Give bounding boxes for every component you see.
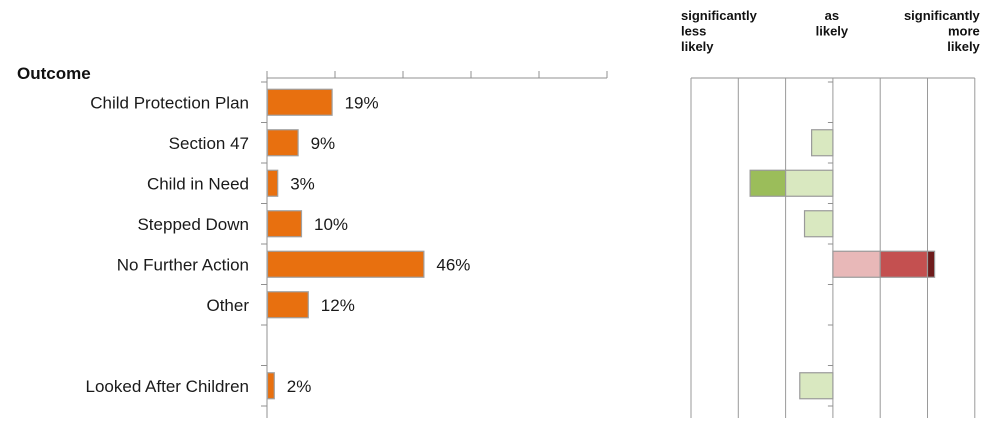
- likelihood-segment-looked-after-children: [799, 372, 834, 400]
- left-chart-bars: Child Protection Plan 19% Section 47 9% Chil…: [86, 88, 470, 400]
- value-label: 12%: [321, 296, 355, 315]
- value-label: 3%: [290, 174, 315, 193]
- category-label: Child in Need: [147, 174, 249, 193]
- likelihood-column-headers: significantly less likely as likely significa…: [681, 8, 981, 54]
- bar-section-47: [266, 129, 299, 157]
- likelihood-segment-child-in-need: [749, 169, 787, 197]
- row-header: Outcome: [17, 64, 91, 83]
- bar-child-protection-plan: [266, 88, 333, 116]
- category-label: No Further Action: [117, 255, 249, 274]
- header-significantly-more-likely: significantly more likely: [904, 8, 981, 54]
- value-label: 46%: [436, 255, 470, 274]
- bar-stepped-down: [266, 210, 303, 238]
- category-label: Other: [206, 296, 249, 315]
- category-label: Looked After Children: [86, 377, 250, 396]
- likelihood-bars: [749, 129, 936, 400]
- bar-no-further-action: [266, 250, 425, 278]
- likelihood-segment-child-in-need: [784, 169, 834, 197]
- category-label: Child Protection Plan: [90, 93, 249, 112]
- value-label: 10%: [314, 215, 348, 234]
- value-label: 19%: [345, 93, 379, 112]
- bar-other: [266, 291, 309, 319]
- header-as-likely: as likely: [816, 8, 849, 39]
- bar-child-in-need: [266, 169, 279, 197]
- likelihood-diverging-chart: significantly less likely as likely significa…: [681, 8, 981, 418]
- value-label: 9%: [311, 134, 336, 153]
- outcome-percentage-bar-chart: Outcome Child Protection Plan 19% Section …: [17, 64, 608, 418]
- likelihood-segment-no-further-action: [926, 250, 936, 278]
- likelihood-segment-no-further-action: [879, 250, 929, 278]
- category-label: Stepped Down: [137, 215, 249, 234]
- likelihood-segment-stepped-down: [803, 210, 834, 238]
- bar-looked-after-children: [266, 372, 275, 400]
- header-significantly-less-likely: significantly less likely: [681, 8, 758, 54]
- likelihood-segment-section-47: [811, 129, 834, 157]
- value-label: 2%: [287, 377, 312, 396]
- category-label: Section 47: [169, 134, 249, 153]
- likelihood-segment-no-further-action: [832, 250, 881, 278]
- left-chart-axis: [261, 71, 608, 418]
- likelihood-gridlines: [690, 77, 976, 418]
